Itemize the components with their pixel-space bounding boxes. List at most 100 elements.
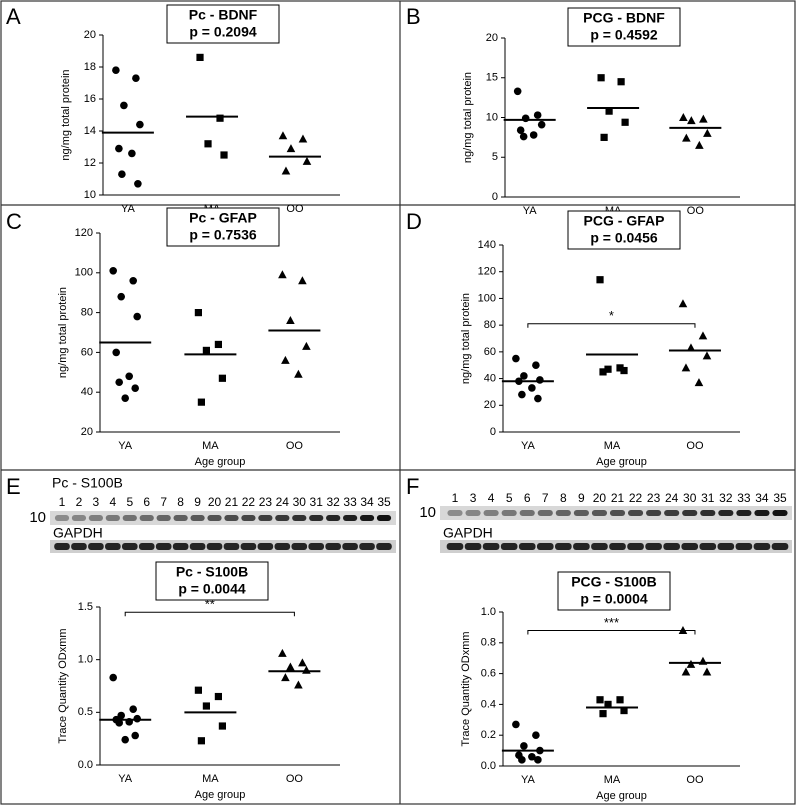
lane-label: 21 [611, 491, 625, 505]
band [699, 543, 717, 550]
data-point [520, 742, 528, 750]
data-point [115, 144, 123, 153]
band [754, 510, 770, 516]
data-point [125, 372, 133, 381]
significance-bracket [527, 629, 696, 635]
band [88, 515, 104, 521]
title: PCG - S100B [571, 574, 657, 590]
data-point [214, 692, 222, 701]
band [274, 543, 291, 550]
data-point [534, 756, 542, 764]
data-point [294, 680, 303, 689]
band [325, 543, 341, 550]
y-tick-label: 0.0 [481, 760, 496, 772]
data-point [294, 369, 303, 378]
title: PCG - GFAP [584, 213, 665, 229]
y-tick-label: 5 [492, 151, 498, 163]
band [342, 515, 358, 521]
panel-label: B [406, 4, 421, 29]
data-point [216, 114, 224, 122]
band [483, 510, 499, 516]
data-point [218, 374, 226, 382]
data-point [519, 132, 528, 141]
data-point [518, 756, 526, 764]
data-point [214, 340, 222, 349]
band [519, 510, 535, 516]
data-point [202, 702, 210, 710]
y-tick-label: 1.5 [78, 601, 93, 613]
data-point [518, 390, 526, 399]
subtitle: p = 0.2094 [189, 24, 257, 40]
data-point [278, 270, 287, 279]
band [537, 510, 553, 516]
lane-label: 35 [773, 491, 787, 505]
data-point [698, 331, 708, 340]
data-point [131, 384, 139, 393]
y-tick-label: 10 [84, 189, 96, 201]
band [309, 515, 324, 521]
lane-label: 4 [109, 495, 116, 509]
y-axis-label: ng/mg total protein [460, 293, 472, 384]
lane-label: 22 [629, 491, 643, 505]
y-tick-label: 0 [490, 426, 496, 438]
lane-label: 32 [326, 495, 340, 509]
data-point [516, 126, 525, 135]
band [573, 510, 589, 516]
data-point [196, 53, 204, 61]
y-tick-label: 60 [484, 346, 496, 358]
significance-label: * [609, 308, 614, 323]
data-point [605, 107, 613, 115]
band [105, 543, 121, 550]
lane-label: 20 [593, 491, 607, 505]
band [207, 515, 222, 521]
x-tick-label: OO [686, 440, 704, 452]
data-point [194, 686, 202, 694]
y-tick-label: 120 [75, 227, 93, 239]
band [700, 510, 716, 516]
data-point [695, 140, 704, 149]
subtitle: p = 0.0044 [178, 581, 246, 597]
lane-label: 30 [293, 495, 307, 509]
lane-label: 5 [506, 491, 513, 505]
y-tick-label: 20 [81, 426, 93, 438]
x-tick-label: YA [118, 773, 133, 785]
band [447, 510, 463, 516]
band [645, 543, 662, 550]
blot-title: Pc - S100B [52, 475, 123, 491]
data-point [620, 706, 628, 715]
y-tick-label: 10 [486, 111, 498, 123]
band [736, 510, 752, 516]
band [646, 510, 662, 516]
data-point [286, 144, 296, 153]
data-point [686, 659, 696, 668]
y-axis-label: Trace Quantity ODxmm [57, 628, 69, 743]
band [190, 515, 205, 521]
data-point [121, 735, 129, 744]
data-point [599, 710, 607, 718]
data-point [621, 118, 629, 126]
y-tick-label: 120 [478, 266, 496, 278]
data-point [702, 351, 712, 360]
band [771, 543, 789, 550]
title-box [557, 571, 671, 611]
size-marker: 10 [29, 509, 46, 526]
band [735, 543, 753, 550]
lane-label: 24 [276, 495, 290, 509]
x-axis-label: Age group [195, 789, 246, 801]
band [663, 543, 680, 550]
y-tick-label: 15 [486, 72, 498, 84]
data-point [597, 74, 605, 82]
lane-label: 33 [343, 495, 357, 509]
y-tick-label: 12 [84, 157, 96, 169]
band [155, 543, 172, 550]
y-tick-label: 0.6 [481, 668, 496, 680]
data-point [681, 667, 691, 676]
band [156, 515, 171, 521]
title: PCG - BDNF [583, 10, 665, 26]
data-point [512, 354, 520, 363]
panel-label: F [406, 474, 419, 499]
x-tick-label: OO [286, 773, 304, 785]
subtitle: p = 0.7536 [189, 227, 257, 243]
band [609, 543, 626, 550]
